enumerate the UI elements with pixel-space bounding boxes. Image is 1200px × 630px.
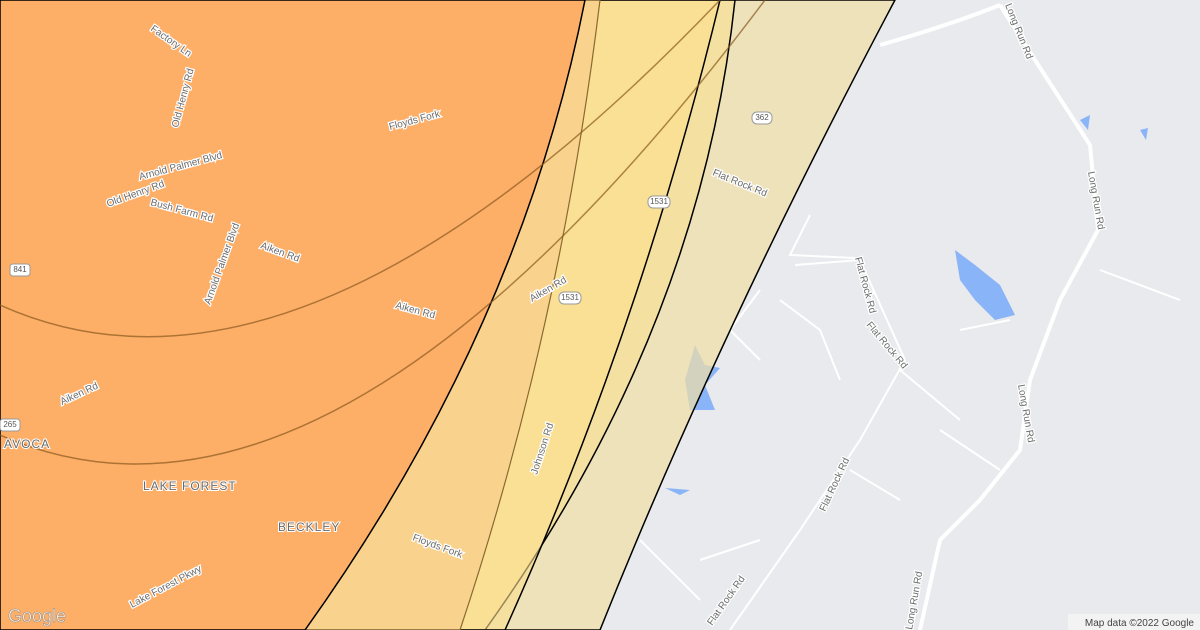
- route-shield: 1531: [650, 197, 668, 206]
- route-shields: 362 1531 1531 841 265: [0, 111, 773, 432]
- place-labels: AVOCA LAKE FOREST BECKLEY: [3, 436, 340, 535]
- roads: [639, 3, 1181, 630]
- google-logo: Google: [8, 606, 66, 626]
- route-shield: 1531: [561, 293, 579, 302]
- route-shield: 265: [3, 420, 17, 429]
- attribution-bg: [1068, 614, 1200, 630]
- coverage-rings: [0, 0, 896, 630]
- attribution: Map data ©2022 Google: [1085, 618, 1195, 629]
- place-label: BECKLEY: [278, 520, 340, 534]
- route-shield: 362: [755, 113, 769, 122]
- place-label: AVOCA: [4, 437, 50, 451]
- place-label: LAKE FOREST: [143, 479, 237, 493]
- route-shield: 841: [13, 265, 27, 274]
